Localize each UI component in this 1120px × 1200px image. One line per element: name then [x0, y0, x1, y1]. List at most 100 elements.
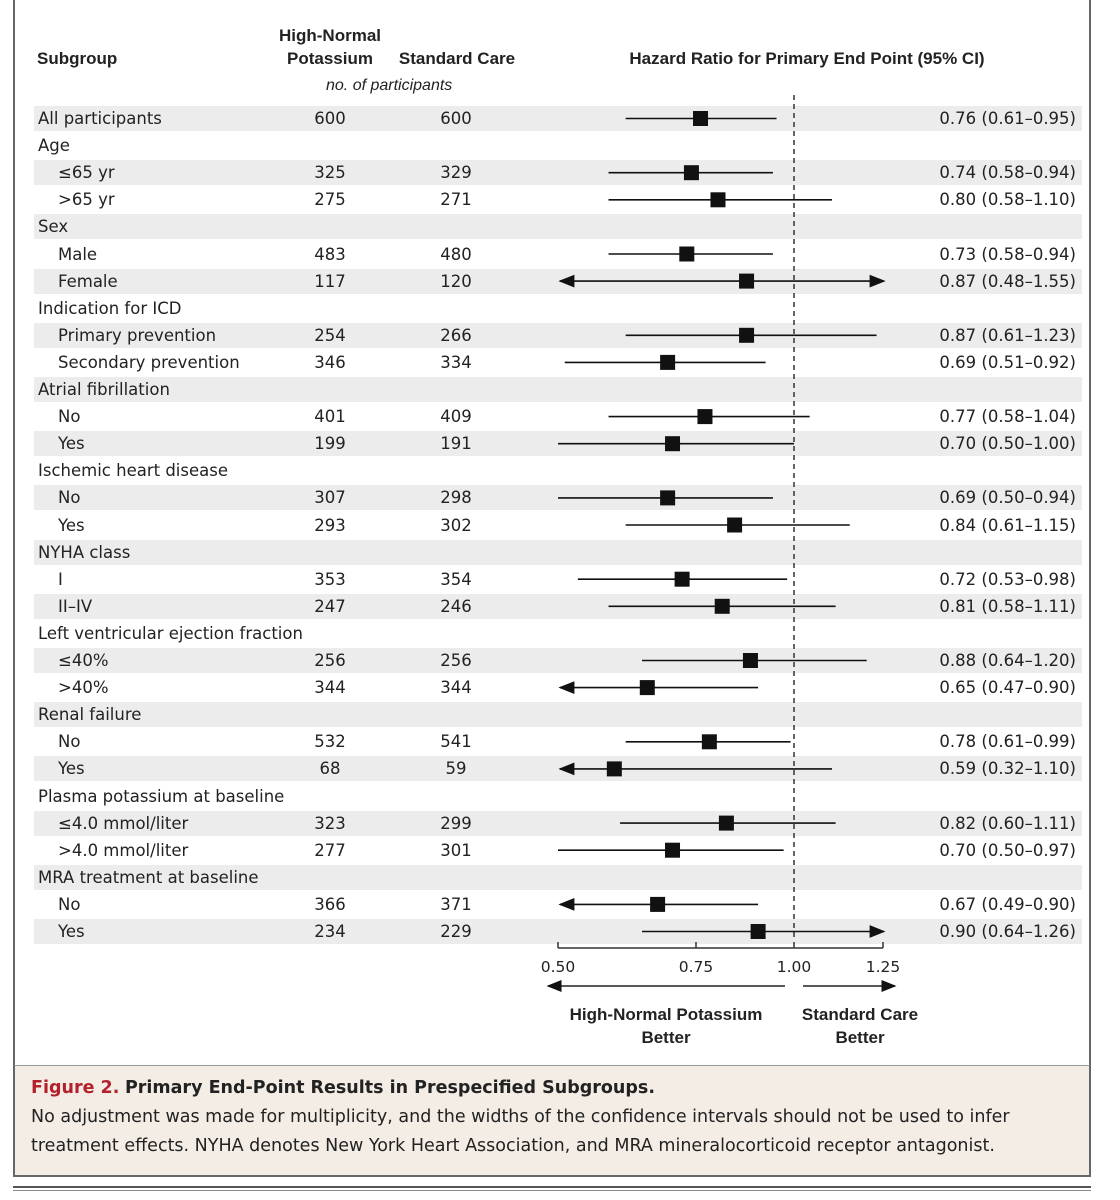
subgroup-label: Yes — [58, 515, 85, 535]
subgroup-label: Renal failure — [38, 705, 142, 725]
x-tick-label: 0.75 — [679, 958, 714, 976]
subgroup-label: Female — [58, 271, 118, 291]
forest-plot: 0.50 0.75 1.00 1.25 — [541, 95, 901, 992]
point-estimate — [714, 598, 730, 614]
hazard-ratio-text: 0.59 (0.32–1.10) — [939, 759, 1076, 779]
standard-care-count: 120 — [440, 271, 472, 291]
high-normal-count: 483 — [314, 244, 346, 264]
point-estimate — [697, 409, 713, 425]
standard-care-count: 541 — [440, 732, 472, 752]
hazard-ratio-text: 0.87 (0.48–1.55) — [939, 271, 1076, 291]
point-estimate — [742, 653, 758, 668]
point-estimate — [739, 327, 755, 343]
subgroup-header-row: Ischemic heart disease — [34, 458, 1082, 483]
point-estimate — [665, 842, 681, 858]
hazard-ratio-text: 0.67 (0.49–0.90) — [939, 894, 1076, 914]
hazard-ratio-text: 0.88 (0.64–1.20) — [939, 651, 1076, 670]
figure-frame — [13, 0, 1091, 1065]
subgroup-label: Indication for ICD — [38, 298, 182, 318]
subgroup-label: Atrial fibrillation — [38, 380, 170, 399]
direction-right-label: Standard Care Better — [801, 1005, 919, 1047]
standard-care-count: 329 — [440, 163, 472, 183]
standard-care-count: 256 — [440, 651, 472, 670]
hazard-ratio-text: 0.74 (0.58–0.94) — [939, 163, 1076, 183]
subgroup-header-row: Plasma potassium at baseline — [34, 784, 1082, 809]
high-normal-count: 117 — [314, 271, 346, 291]
point-estimate — [660, 490, 676, 506]
high-normal-count: 401 — [314, 407, 346, 427]
table-row: Yes 68 59 0.59 (0.32–1.10) — [34, 756, 1082, 782]
table-row: Female 117 120 0.87 (0.48–1.55) — [34, 268, 1082, 294]
subgroup-label: Yes — [58, 434, 85, 454]
standard-care-count: 301 — [440, 840, 472, 860]
subgroup-label: NYHA class — [38, 542, 131, 562]
subgroup-label: Male — [58, 244, 98, 264]
hazard-ratio-text: 0.70 (0.50–1.00) — [939, 434, 1076, 454]
subgroup-label: All participants — [38, 109, 162, 128]
high-normal-count: 344 — [314, 678, 346, 698]
subgroup-header-row: NYHA class — [34, 539, 1082, 565]
table-row: Primary prevention 254 266 0.87 (0.61–1.23) — [34, 322, 1082, 348]
high-normal-count: 353 — [314, 569, 346, 589]
standard-care-count: 354 — [440, 569, 472, 589]
point-estimate — [701, 734, 717, 750]
high-normal-count: 307 — [314, 488, 346, 508]
subgroup-header-row: Age — [34, 133, 1082, 158]
standard-care-count: 59 — [445, 759, 467, 779]
subgroup-label: ≤40% — [58, 651, 109, 670]
hazard-ratio-text: 0.84 (0.61–1.15) — [939, 515, 1076, 535]
x-tick-label: 0.50 — [541, 958, 576, 976]
hazard-ratio-text: 0.65 (0.47–0.90) — [939, 678, 1076, 698]
subgroup-label: Sex — [38, 217, 69, 237]
point-estimate — [660, 354, 676, 370]
figure-caption: Figure 2. Primary End-Point Results in P… — [13, 1065, 1091, 1177]
standard-care-count: 344 — [440, 678, 472, 698]
hazard-ratio-text: 0.76 (0.61–0.95) — [939, 109, 1076, 128]
table-row: All participants 600 600 0.76 (0.61–0.95) — [34, 106, 1082, 131]
point-estimate — [639, 680, 655, 696]
point-estimate — [693, 111, 709, 126]
subgroup-label: Yes — [58, 922, 85, 941]
subgroup-header-row: Left ventricular ejection fraction — [34, 621, 1082, 646]
hazard-ratio-text: 0.77 (0.58–1.04) — [939, 407, 1076, 427]
high-normal-count: 366 — [314, 894, 346, 914]
high-normal-count: 323 — [314, 813, 346, 833]
hazard-ratio-text: 0.69 (0.50–0.94) — [939, 488, 1076, 508]
high-normal-count: 254 — [314, 325, 346, 345]
standard-care-count: 600 — [440, 109, 472, 128]
point-estimate — [718, 815, 734, 831]
hazard-ratio-text: 0.82 (0.60–1.11) — [939, 813, 1076, 833]
high-normal-count: 199 — [314, 434, 346, 454]
hazard-ratio-text: 0.78 (0.61–0.99) — [939, 732, 1076, 752]
header-standard-care: Standard Care — [398, 49, 516, 68]
hazard-ratio-text: 0.87 (0.61–1.23) — [939, 325, 1076, 345]
hazard-ratio-text: 0.69 (0.51–0.92) — [939, 352, 1076, 372]
header-subgroup: Subgroup — [37, 49, 118, 68]
point-estimate — [679, 246, 695, 262]
point-estimate — [710, 192, 726, 208]
subgroup-label: No — [58, 732, 81, 752]
subgroup-label: ≤4.0 mmol/liter — [58, 813, 189, 833]
table-row: Secondary prevention 346 334 0.69 (0.51–0.9… — [34, 350, 1082, 375]
high-normal-count: 293 — [314, 515, 346, 535]
x-tick-label: 1.25 — [866, 958, 901, 976]
point-estimate — [750, 924, 766, 939]
high-normal-count: 275 — [314, 190, 346, 210]
header-participants: no. of participants — [326, 77, 453, 94]
subgroup-label: >65 yr — [58, 190, 115, 210]
table-row: ≤4.0 mmol/liter 323 299 0.82 (0.60–1.11) — [34, 810, 1082, 836]
subgroup-label: Ischemic heart disease — [38, 461, 228, 481]
divider — [13, 1190, 1091, 1191]
subgroup-header-row: Indication for ICD — [34, 296, 1082, 321]
standard-care-count: 334 — [440, 352, 472, 372]
high-normal-count: 234 — [314, 922, 346, 941]
point-estimate — [606, 761, 622, 777]
high-normal-count: 247 — [314, 596, 346, 616]
hazard-ratio-text: 0.80 (0.58–1.10) — [939, 190, 1076, 210]
subgroup-label: II–IV — [58, 596, 93, 616]
table-row: Male 483 480 0.73 (0.58–0.94) — [34, 242, 1082, 267]
x-tick-label: 1.00 — [777, 958, 812, 976]
table-row: >40% 344 344 0.65 (0.47–0.90) — [34, 675, 1082, 700]
subgroup-label: ≤65 yr — [58, 163, 115, 183]
figure-label: Figure 2. — [31, 1078, 120, 1098]
